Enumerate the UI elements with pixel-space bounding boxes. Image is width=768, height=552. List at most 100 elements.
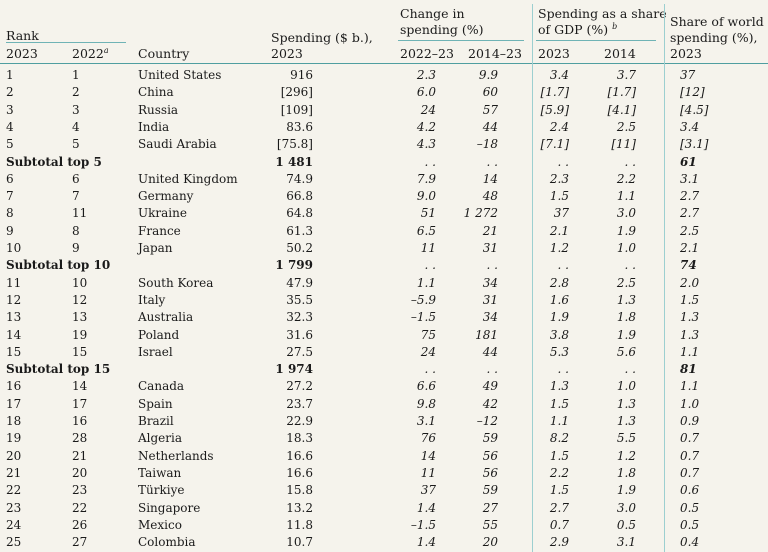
rank-2023-cell: 19 — [6, 431, 22, 446]
country-cell: Germany — [138, 189, 194, 204]
rank-2023-cell: 25 — [6, 535, 22, 550]
world-share-cell: 1.0 — [680, 396, 700, 411]
change-2014-23-cell: 14 — [482, 171, 498, 186]
gdp-2014-cell: 0.5 — [616, 517, 636, 532]
rank-2023-cell: 16 — [6, 379, 22, 394]
footnote-b-marker: b — [612, 21, 618, 31]
spending-cell: 74.9 — [286, 171, 313, 186]
world-header-line1: Share of world — [670, 14, 764, 29]
gdp-2014-cell: 3.0 — [616, 206, 636, 221]
change-2022-23-cell: 11 — [420, 465, 436, 480]
change-2022-23-cell: 37 — [420, 483, 436, 498]
gdp-2023-header: 2023 — [538, 46, 570, 61]
world-share-cell: [4.5] — [680, 102, 709, 117]
change-2014-23-cell: 59 — [482, 431, 498, 446]
change-2014-23-cell: 57 — [482, 102, 498, 117]
rank-2022-cell: 9 — [72, 241, 80, 255]
gdp-2014-cell: 1.8 — [616, 310, 636, 325]
change-2014-23-cell: 9.9 — [478, 68, 498, 82]
world-share-cell: 0.4 — [680, 535, 700, 550]
country-cell: Colombia — [138, 535, 196, 550]
gdp-2023-cell: 1.1 — [549, 414, 569, 428]
gdp-2014-cell: [11] — [611, 137, 636, 152]
gdp-2023-cell: 3.8 — [549, 327, 569, 342]
change-2022-23-cell: –1.5 — [410, 517, 436, 532]
gdp-2014-cell: 1.9 — [616, 483, 636, 498]
rank-2022-cell: 27 — [72, 535, 88, 550]
rank-2022-cell: 19 — [72, 327, 88, 342]
change-2022-23-cell: 76 — [420, 431, 436, 446]
country-cell: Netherlands — [138, 448, 214, 463]
rank-2023-cell: 2 — [6, 85, 14, 100]
spending-cell: 47.9 — [286, 275, 313, 290]
country-cell: South Korea — [138, 275, 214, 290]
change-2014-23-cell: 20 — [482, 535, 498, 550]
change-2014-23-cell: 31 — [482, 241, 498, 255]
change-2014-23-cell: 42 — [482, 396, 498, 411]
spending-cell: 11.8 — [286, 517, 313, 532]
gdp-2023-cell: 1.5 — [549, 448, 569, 463]
change-2014-23-cell: 59 — [482, 483, 498, 498]
gdp-2023-cell: 2.4 — [549, 119, 569, 134]
gdp-2023-cell: 1.3 — [549, 379, 569, 394]
country-cell: Canada — [138, 379, 185, 394]
spending-cell: 16.6 — [286, 465, 313, 480]
rank-2023-cell: 15 — [6, 344, 22, 359]
world-share-cell: 0.7 — [680, 465, 700, 480]
rank-2022-cell: 22 — [72, 500, 88, 515]
change-2022-23-cell: –5.9 — [410, 292, 436, 307]
change-2014-23-cell: 56 — [482, 448, 498, 463]
gdp-2014-cell: 3.0 — [616, 500, 636, 515]
subtotal-change-2014-23: . . — [486, 154, 498, 169]
world-share-cell: 1.3 — [680, 327, 700, 342]
change-2022-23-cell: 7.9 — [416, 171, 436, 186]
country-cell: Italy — [138, 292, 166, 307]
subtotal-spending: 1 974 — [275, 362, 313, 377]
country-cell: Poland — [138, 327, 180, 342]
spending-cell: 10.7 — [286, 535, 313, 550]
country-cell: Russia — [138, 102, 179, 117]
country-cell: Mexico — [138, 517, 182, 532]
rank-2023-cell: 17 — [6, 396, 22, 411]
rank-2022-cell: 4 — [72, 119, 80, 134]
change-2022-23-cell: 2.3 — [416, 68, 436, 82]
world-share-cell: 2.0 — [680, 275, 700, 290]
change-2014-23-cell: 1 272 — [463, 206, 498, 221]
change-2014-23-cell: 49 — [482, 379, 498, 394]
world-share-cell: 2.5 — [680, 223, 700, 238]
rank-2023-cell: 11 — [6, 275, 22, 290]
gdp-2023-cell: 2.3 — [549, 171, 569, 186]
subtotal-spending: 1 481 — [275, 154, 313, 169]
world-share-cell: 3.1 — [680, 171, 700, 186]
change-2022-23-cell: 3.1 — [416, 414, 436, 428]
gdp-header-rule — [536, 40, 656, 41]
subtotal-change-2022-23: . . — [424, 154, 436, 169]
rank-2022-cell: 5 — [72, 137, 80, 152]
change-header-line2: spending (%) — [400, 22, 484, 37]
change-2022-23-cell: 24 — [420, 344, 436, 359]
change-2014-23-cell: 31 — [482, 292, 498, 307]
change-2022-23-cell: 11 — [420, 241, 436, 255]
spending-cell: 32.3 — [286, 310, 313, 325]
change-2022-23-cell: 4.2 — [416, 119, 436, 134]
subtotal-gdp-2023: . . — [557, 258, 569, 273]
spending-cell: 31.6 — [286, 327, 313, 342]
gdp-2023-cell: 1.5 — [549, 483, 569, 498]
spending-cell: 66.8 — [286, 189, 313, 204]
gdp-2014-cell: 1.9 — [616, 223, 636, 238]
spending-cell: [75.8] — [276, 137, 313, 152]
rank-2023-cell: 1 — [6, 68, 14, 82]
change-2014-23-cell: 55 — [482, 517, 498, 532]
gdp-2014-cell: 1.0 — [616, 241, 636, 255]
gdp-2014-cell: 5.5 — [616, 431, 636, 446]
gdp-2014-cell: 2.5 — [616, 275, 636, 290]
rank-2022-cell: 7 — [72, 189, 80, 204]
change-2014-23-cell: 48 — [482, 189, 498, 204]
world-share-cell: 2.7 — [680, 206, 700, 221]
subtotal-change-2014-23: . . — [486, 258, 498, 273]
world-share-cell: 1.1 — [680, 379, 700, 394]
rank-2023-cell: 13 — [6, 310, 22, 325]
country-cell: Spain — [138, 396, 173, 411]
world-share-cell: 1.1 — [680, 344, 700, 359]
